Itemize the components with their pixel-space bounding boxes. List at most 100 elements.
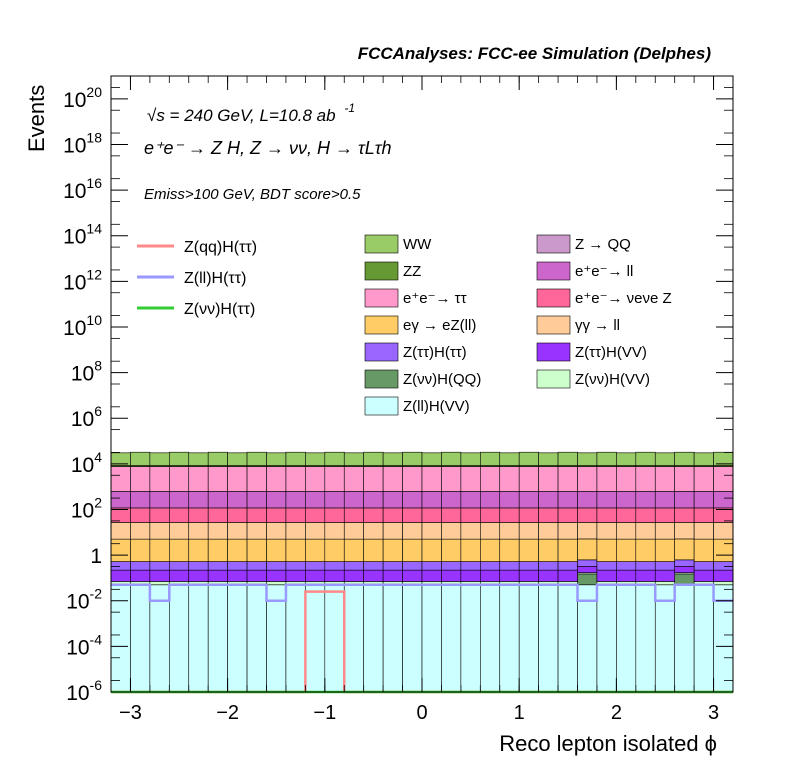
bar-4-bin-12 [343, 561, 364, 571]
y-tick-label-1: 10-4 [66, 631, 102, 659]
bar-6-bin-30 [693, 538, 714, 562]
bar-0-bin-1 [130, 584, 151, 693]
bar-11-bin-26 [616, 466, 637, 492]
bar-13-bin-4 [188, 452, 209, 466]
bar-13-bin-16 [421, 452, 442, 466]
x-tick-label-2: −1 [313, 702, 336, 724]
bar-0-bin-15 [402, 584, 423, 693]
bar-7-bin-6 [227, 522, 248, 540]
bar-0-bin-11 [324, 584, 345, 693]
x-axis-ticks: −3 −2 −1 0 1 2 3 [110, 76, 734, 724]
y-tick-label-10: 1014 [63, 221, 102, 249]
legend-label-b-1: e⁺e⁻→ ll [575, 263, 633, 280]
x-tick-label-0: −3 [119, 702, 142, 724]
bar-11-bin-24 [577, 466, 598, 492]
bar-3-bin-26 [616, 569, 637, 582]
bar-13-bin-7 [246, 451, 267, 466]
bar-4-bin-25 [596, 561, 617, 571]
bar-3-bin-13 [363, 569, 384, 582]
bar-6-bin-9 [285, 538, 306, 562]
bar-0-bin-26 [616, 584, 637, 693]
bar-10-bin-5 [207, 491, 228, 509]
legend-swatch-b-5 [536, 369, 571, 389]
bar-6-bin-5 [207, 538, 228, 562]
bar-4-bin-7 [246, 561, 267, 571]
bar-13-bin-2 [149, 452, 170, 466]
legend-swatch-a-4 [364, 342, 399, 362]
bar-10-bin-3 [169, 491, 190, 509]
bar-4-bin-15 [402, 561, 423, 571]
bar-7-bin-8 [266, 522, 287, 540]
y-tick-label-13: 1020 [63, 84, 102, 112]
bar-0-bin-12 [343, 584, 364, 693]
bar-9-bin-24 [577, 507, 598, 523]
bar-4-bin-10 [305, 561, 326, 571]
bar-4-bin-2 [149, 561, 170, 571]
bar-10-bin-15 [402, 491, 423, 509]
bar-6-bin-18 [460, 538, 481, 562]
bar-11-bin-7 [246, 466, 267, 492]
bar-3-bin-28 [654, 569, 675, 582]
bar-6-bin-27 [635, 538, 656, 562]
bar-10-bin-31 [713, 491, 734, 509]
y-axis-label: Events [24, 85, 49, 152]
bar-7-bin-14 [382, 522, 403, 540]
bar-3-bin-2 [149, 569, 170, 582]
bar-6-bin-17 [441, 538, 462, 562]
bar-9-bin-0 [110, 507, 131, 523]
bar-10-bin-9 [285, 491, 306, 509]
bar-7-bin-7 [246, 522, 267, 540]
legend-swatch-a-1 [364, 261, 399, 281]
bar-6-bin-25 [596, 538, 617, 562]
bar-2-bin-2 [149, 581, 170, 586]
bar-11-bin-21 [518, 466, 539, 492]
selection-line: Emiss>100 GeV, BDT score>0.5 [144, 186, 361, 203]
legend-label-a-6: Z(ll)H(VV) [403, 398, 470, 415]
bar-0-bin-9 [285, 584, 306, 693]
bar-7-bin-11 [324, 522, 345, 540]
bar-10-bin-26 [616, 491, 637, 509]
bar-9-bin-14 [382, 507, 403, 523]
bar-6-bin-13 [363, 538, 384, 562]
bar-6-bin-3 [169, 538, 190, 562]
bar-10-bin-21 [518, 491, 539, 509]
bar-4-bin-21 [518, 561, 539, 571]
bar-11-bin-30 [693, 466, 714, 492]
y-tick-label-0: 10-6 [66, 677, 102, 705]
x-tick-label-3: 0 [416, 702, 427, 724]
bar-3-bin-1 [130, 569, 151, 582]
legend-backgrounds: WW ZZ e⁺e⁻→ ττ eγ → eZ(ll) Z(ττ)H(ττ) Z(νν)H(… [364, 234, 672, 416]
legend-signal-label-1: Z(ll)H(ττ) [184, 270, 246, 287]
bar-10-bin-18 [460, 491, 481, 509]
bar-7-bin-4 [188, 522, 209, 540]
bar-7-bin-16 [421, 522, 442, 540]
bar-13-bin-26 [616, 452, 637, 466]
legend-swatch-a-6 [364, 396, 399, 416]
bar-3-bin-12 [343, 569, 364, 582]
bar-0-bin-10 [305, 584, 326, 693]
bar-10-bin-16 [421, 491, 442, 509]
bar-7-bin-15 [402, 522, 423, 540]
bar-10-bin-22 [538, 491, 559, 509]
bar-4-bin-6 [227, 561, 248, 571]
bar-7-bin-31 [713, 522, 734, 540]
signal-line-1 [111, 583, 733, 602]
bar-7-bin-27 [635, 522, 656, 540]
bar-3-bin-15 [402, 569, 423, 582]
bar-3-bin-23 [557, 569, 578, 582]
bar-11-bin-18 [460, 466, 481, 492]
bar-13-bin-10 [305, 452, 326, 466]
bar-11-bin-14 [382, 466, 403, 492]
bar-10-bin-4 [188, 491, 209, 509]
bar-6-bin-12 [343, 538, 364, 562]
bar-9-bin-1 [130, 507, 151, 523]
bar-4-bin-19 [480, 561, 501, 571]
bar-3-bin-29 [674, 566, 695, 573]
legend-signal-label-2: Z(νν)H(ττ) [184, 301, 255, 318]
bar-13-bin-13 [363, 451, 384, 466]
header-annotations: √s = 240 GeV, L=10.8 ab -1 e⁺e⁻ → Z H, Z… [144, 101, 392, 203]
bar-3-bin-3 [169, 569, 190, 582]
bar-9-bin-18 [460, 507, 481, 523]
bar-11-bin-27 [635, 466, 656, 492]
bar-0-bin-22 [538, 584, 559, 693]
